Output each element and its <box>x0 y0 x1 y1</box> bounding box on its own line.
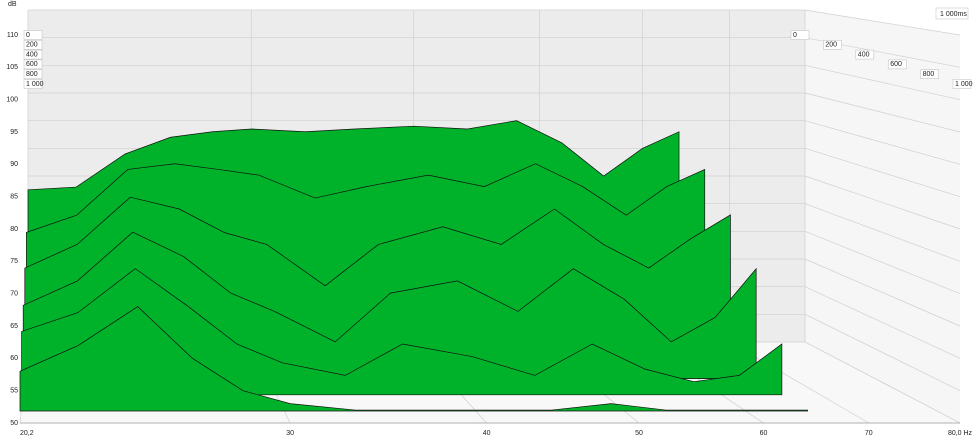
y-tick-label: 60 <box>10 355 18 362</box>
y-unit-label: dB <box>8 1 17 8</box>
grid-line <box>804 92 961 133</box>
x-tick-label: 20,2 <box>20 430 34 437</box>
depth-tag: 1 000 <box>26 81 44 88</box>
y-tick-label: 110 <box>7 32 18 39</box>
y-tick-label: 90 <box>10 161 18 168</box>
depth-tag: 400 <box>26 51 38 58</box>
depth-tag-box <box>23 49 43 60</box>
x-tick-label: 30 <box>286 430 294 437</box>
depth-tag-box <box>887 59 907 70</box>
x-tick-label: 60 <box>760 430 768 437</box>
depth-label-box <box>935 7 969 20</box>
depth-tag-box <box>23 69 43 79</box>
depth-tag: 0 <box>793 32 797 39</box>
grid-line <box>804 203 961 262</box>
depth-tag-box <box>920 69 939 79</box>
y-tick-label: 50 <box>10 420 18 427</box>
depth-tag-box <box>23 79 43 89</box>
grid-line <box>804 341 961 424</box>
grid-line <box>804 231 961 294</box>
grid-line <box>804 175 961 230</box>
x-tick-label: 70 <box>865 430 873 437</box>
y-tick-label: 70 <box>10 291 18 298</box>
depth-tag: 1 000 <box>955 81 973 88</box>
grid-line <box>804 64 961 101</box>
x-tick-label: 40 <box>483 430 491 437</box>
depth-tag-box <box>23 40 43 50</box>
slice-area <box>19 306 808 412</box>
right-wall <box>805 10 960 423</box>
y-tick-label: 85 <box>10 194 18 201</box>
depth-tag: 400 <box>858 51 870 58</box>
depth-tag-box <box>23 30 43 40</box>
y-tick-label: 65 <box>10 323 18 330</box>
y-tick-label: 105 <box>6 64 18 71</box>
depth-tag-box <box>790 30 810 40</box>
depth-tag-box <box>952 79 972 89</box>
depth-tag: 600 <box>26 61 38 68</box>
y-tick-label: 80 <box>10 226 18 233</box>
grid-line <box>804 258 961 327</box>
grid-line <box>804 120 961 165</box>
grid-line <box>804 147 961 198</box>
depth-tag: 0 <box>26 32 30 39</box>
grid-line <box>804 314 961 391</box>
grid-line <box>804 286 961 359</box>
y-tick-label: 100 <box>6 97 18 104</box>
depth-tag-box <box>23 59 43 70</box>
depth-label: 1 000ms <box>940 11 967 18</box>
slice-area <box>21 268 783 396</box>
y-tick-label: 75 <box>10 258 18 265</box>
x-tick-label: 80,0 Hz <box>948 430 973 437</box>
depth-tag-box <box>823 40 842 50</box>
depth-tag: 800 <box>923 71 935 78</box>
depth-tag-box <box>855 49 875 60</box>
depth-tag: 800 <box>26 71 38 78</box>
depth-tag: 200 <box>26 42 38 49</box>
y-tick-label: 55 <box>10 388 18 395</box>
depth-tag: 600 <box>890 61 902 68</box>
depth-tag: 200 <box>825 42 837 49</box>
x-tick-label: 50 <box>635 430 643 437</box>
grid-line <box>804 9 961 36</box>
y-tick-label: 95 <box>10 129 18 136</box>
